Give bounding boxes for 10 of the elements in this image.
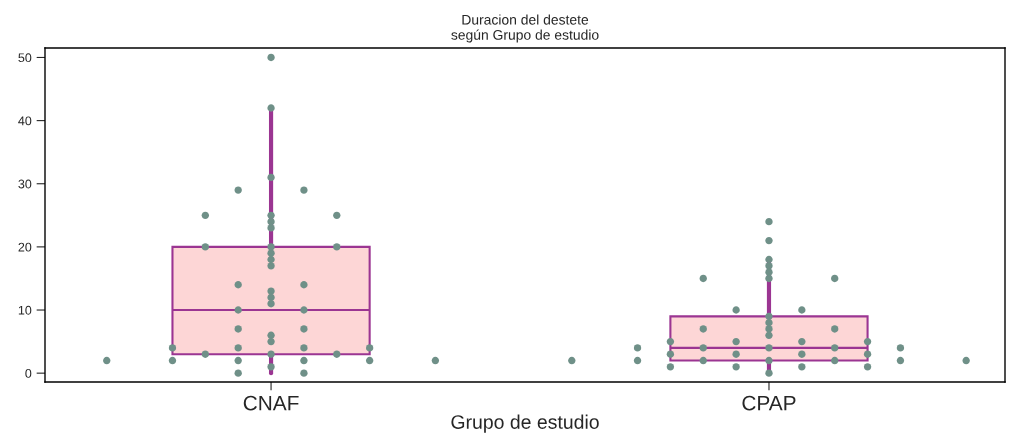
- y-tick-label: 40: [18, 116, 32, 126]
- y-tick-label: 20: [18, 242, 32, 252]
- x-axis-title: Grupo de estudio: [451, 414, 599, 433]
- x-tick-label: CPAP: [742, 395, 796, 411]
- y-tick-label: 50: [18, 53, 32, 63]
- y-tick-label: 30: [18, 179, 32, 189]
- x-tick-label: CNAF: [243, 395, 299, 411]
- y-tick-label: 0: [25, 368, 32, 378]
- y-tick-label: 10: [18, 305, 32, 315]
- chart-title: Duracion del destete según Grupo de estudio: [451, 14, 599, 43]
